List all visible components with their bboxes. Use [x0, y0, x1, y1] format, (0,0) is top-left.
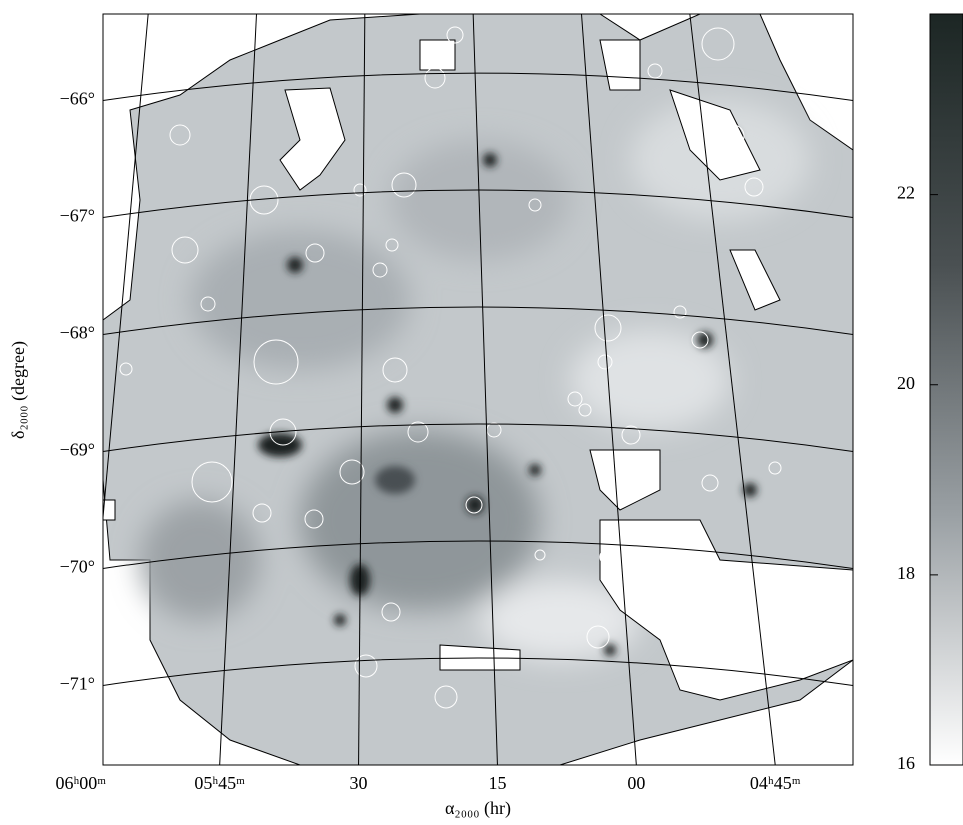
x-tick-label: 05ʰ45ᵐ	[194, 773, 245, 793]
colorbar-tick-label: 20	[897, 373, 915, 393]
emission	[140, 100, 810, 660]
parallel	[103, 72, 853, 102]
colorbar-tick-label: 18	[897, 563, 915, 583]
y-tick-label: −69°	[60, 440, 95, 460]
sources	[119, 26, 782, 709]
parallel	[103, 657, 853, 686]
meridian	[689, 14, 776, 765]
meridian	[472, 14, 498, 765]
x-axis-label: α₂₀₀₀ (hr)	[445, 798, 511, 819]
meridian	[103, 14, 149, 523]
map	[103, 14, 853, 765]
y-tick-label: −67°	[60, 206, 95, 226]
coordinate-grid	[103, 14, 853, 765]
parallel	[103, 189, 853, 219]
colorbar-tick-label: 22	[897, 183, 915, 203]
y-tick-label: −66°	[60, 89, 95, 109]
plot-frame	[102, 13, 854, 766]
x-tick-label: 30	[350, 773, 368, 793]
y-tick-label: −71°	[60, 674, 95, 694]
x-tick-label: 15	[488, 773, 506, 793]
colorbar-tick-label: 16	[897, 753, 915, 773]
parallel	[103, 423, 853, 452]
meridian	[358, 14, 366, 765]
x-tick-label: 04ʰ45ᵐ	[750, 773, 801, 793]
meridian	[219, 14, 257, 765]
y-axis-label: δ₂₀₀₀ (degree)	[8, 341, 29, 439]
y-tick-label: −68°	[60, 323, 95, 343]
parallel	[103, 306, 853, 336]
parallel	[103, 540, 853, 569]
colorbar	[929, 13, 963, 766]
y-tick-label: −70°	[60, 557, 95, 577]
coverage-gaps	[103, 39, 853, 701]
x-tick-label: 00	[627, 773, 645, 793]
meridian	[581, 14, 637, 765]
x-tick-label: 06ʰ00ᵐ	[55, 773, 106, 793]
